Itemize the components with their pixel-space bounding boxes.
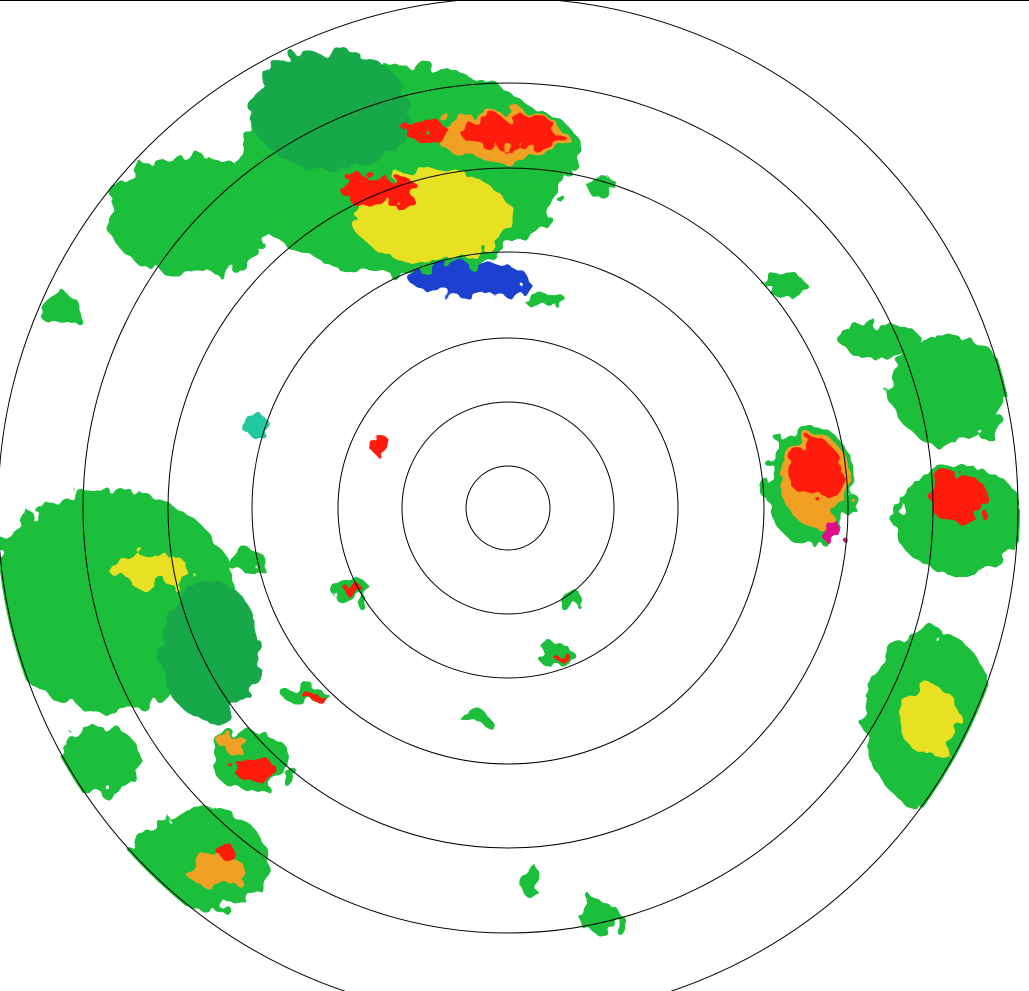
echo-intense [460, 114, 560, 150]
echo-moderate [461, 711, 489, 725]
echo-intense [930, 475, 990, 525]
echo-intense [403, 120, 447, 140]
echo-very_heavy [185, 854, 245, 886]
echo-intense [340, 176, 420, 204]
echo-moderate [40, 292, 80, 328]
echo-weak [410, 262, 530, 298]
range-ring-4 [251, 251, 765, 765]
range-ring-6 [82, 82, 934, 934]
echo-intense [370, 435, 390, 455]
echo-moderate [210, 730, 290, 790]
echo-moderate [558, 588, 582, 612]
echo-heavy [900, 685, 960, 755]
echo-moderate [840, 322, 920, 358]
echo-moderate_dark [160, 580, 260, 720]
echo-moderate [890, 335, 1010, 445]
echo-heavy [110, 555, 190, 585]
echo-moderate [225, 548, 265, 572]
range-ring-3 [337, 337, 679, 679]
echo-extreme [820, 518, 840, 542]
echo-intense [215, 844, 235, 856]
echo-moderate [525, 290, 565, 310]
echo-intense [552, 650, 568, 660]
echo-very_heavy [221, 737, 249, 753]
echo-moderate [518, 864, 542, 896]
echo-moderate_dark [250, 50, 410, 170]
echo-moderate [584, 175, 616, 195]
range-ring-2 [401, 401, 615, 615]
echo-intense [789, 440, 841, 500]
echo-intense [305, 693, 325, 703]
echo-light [241, 415, 269, 435]
echo-moderate [765, 273, 805, 297]
range-ring-1 [465, 465, 551, 551]
echo-intense [345, 586, 365, 598]
range-ring-5 [167, 167, 849, 849]
echo-moderate [60, 725, 140, 795]
echo-moderate [580, 900, 620, 936]
echo-intense [233, 760, 277, 780]
echo-moderate [105, 155, 275, 275]
precipitation-echoes [0, 50, 1020, 936]
